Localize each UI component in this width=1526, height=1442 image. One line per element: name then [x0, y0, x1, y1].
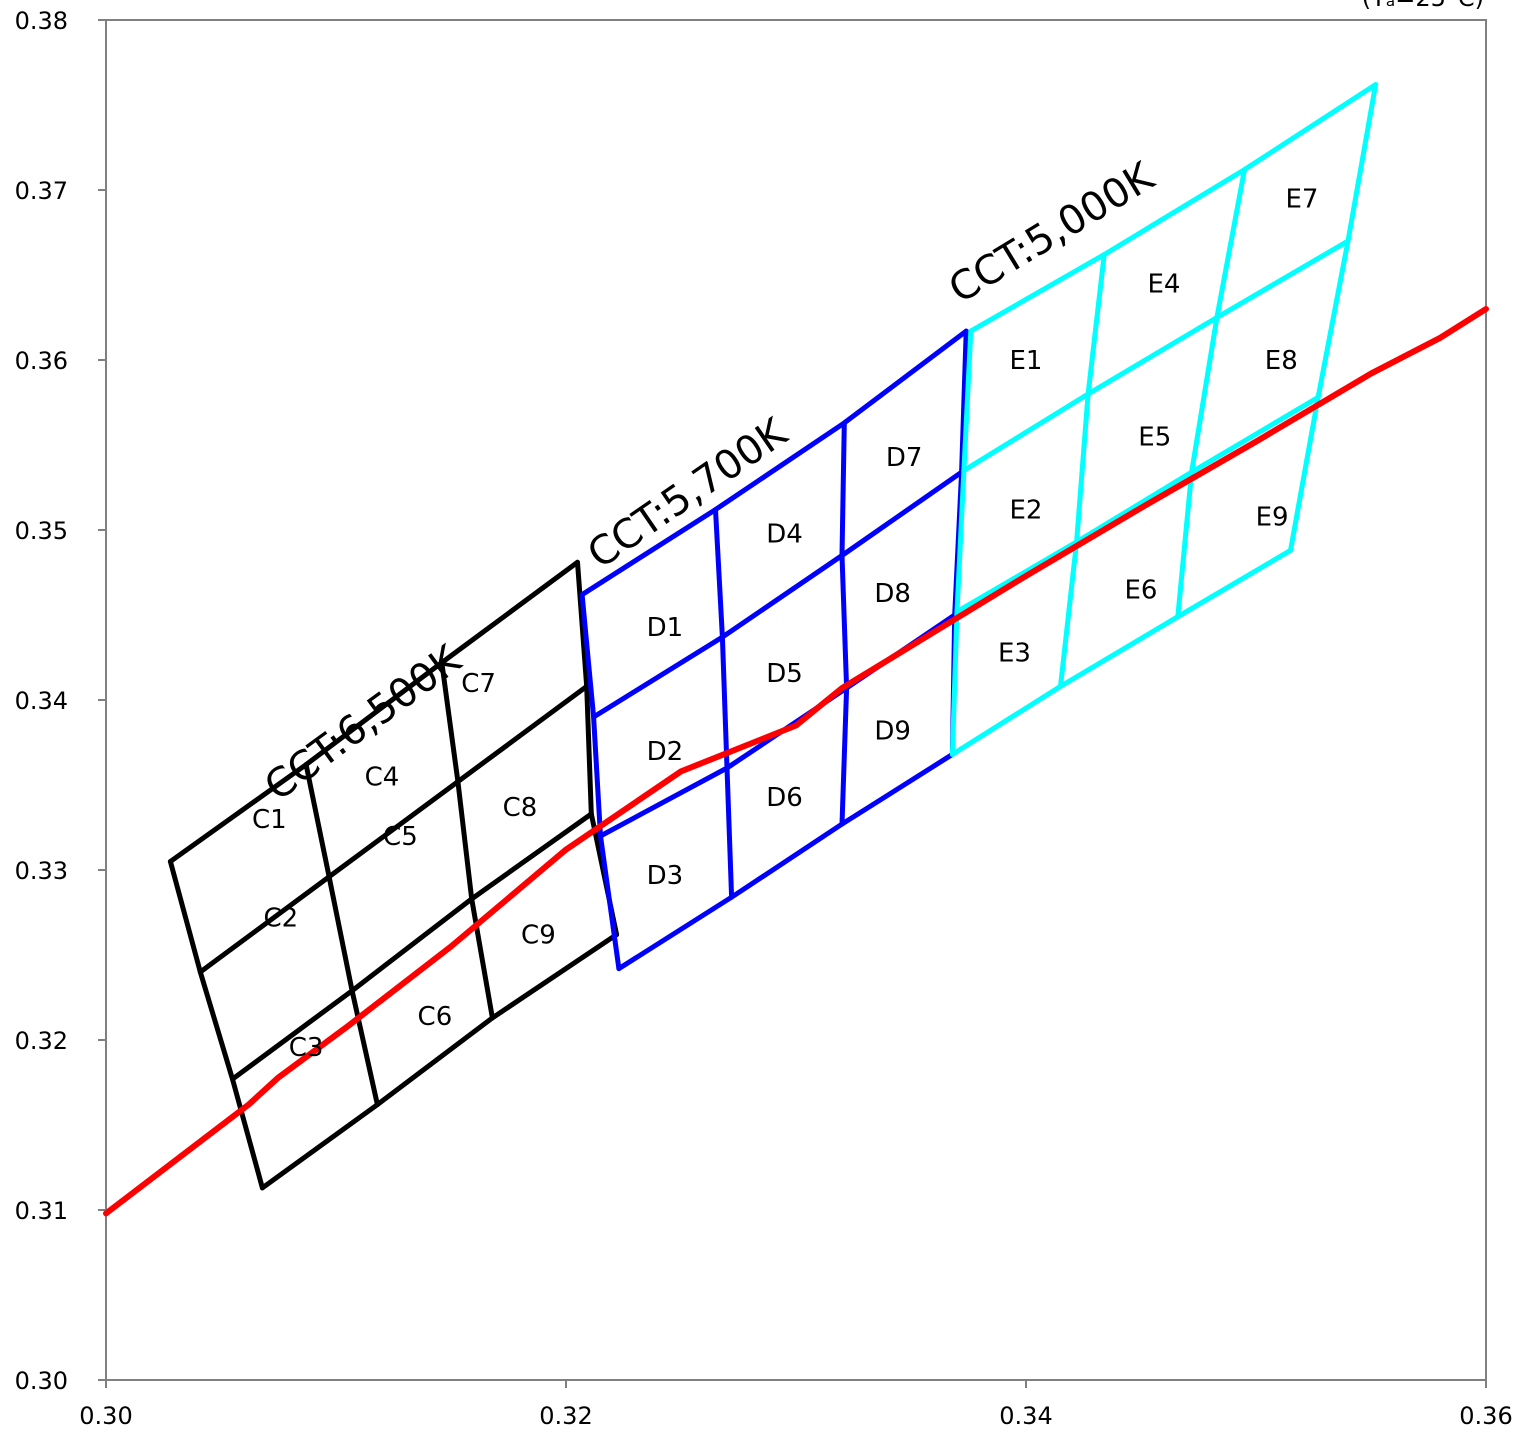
temperature-note: (Tₐ=25°C): [1362, 0, 1484, 12]
y-tick-label: 0.37: [15, 177, 68, 205]
bin-grids: [167, 82, 1379, 1191]
grid-cct-5-000k: [949, 82, 1379, 757]
grid-row-line: [949, 547, 1293, 757]
bin-label-d3: D3: [647, 861, 684, 891]
grid-row-line: [961, 238, 1351, 473]
y-tick-label: 0.31: [15, 1197, 68, 1225]
x-tick-label: 0.36: [1459, 1402, 1512, 1430]
x-tick-label: 0.30: [79, 1402, 132, 1430]
bin-label-e8: E8: [1265, 346, 1298, 376]
bin-label-e5: E5: [1138, 423, 1171, 453]
bin-label-c7: C7: [461, 669, 496, 699]
bin-label-d9: D9: [874, 717, 911, 747]
plot-area: [105, 19, 1487, 1381]
bin-label-c1: C1: [252, 805, 287, 835]
y-tick-label: 0.32: [15, 1027, 68, 1055]
grid-column-line: [839, 420, 850, 827]
grid-row-line: [230, 811, 594, 1082]
bin-label-d2: D2: [647, 737, 684, 767]
grid-column-line: [167, 859, 265, 1191]
bin-label-d5: D5: [766, 659, 803, 689]
bin-label-e9: E9: [1256, 502, 1289, 532]
bin-label-c5: C5: [383, 822, 418, 852]
y-tick-label: 0.34: [15, 687, 68, 715]
bin-label-e4: E4: [1148, 270, 1181, 300]
grid-column-line: [1058, 252, 1107, 689]
bin-label-e1: E1: [1010, 346, 1043, 376]
grid-row-line: [579, 328, 969, 598]
data-series: [103, 306, 1489, 1217]
y-tick-label: 0.38: [15, 7, 68, 35]
grid-row-line: [591, 469, 965, 720]
bin-label-d4: D4: [766, 519, 803, 549]
bin-label-e2: E2: [1010, 496, 1043, 526]
grid-row-line: [616, 751, 955, 972]
grid-column-line: [713, 507, 735, 900]
y-tick-label: 0.30: [15, 1367, 68, 1395]
grid-column-line: [1288, 82, 1379, 553]
bin-label-e7: E7: [1286, 185, 1319, 215]
grid-row-line: [167, 559, 580, 864]
grid-cct-5-700k: [579, 328, 969, 972]
axes: 0.30 0.32 0.34 0.36 0.30 0.31 0.32 0.33 0.34 0.35…: [15, 7, 1513, 1430]
bin-label-d1: D1: [647, 613, 684, 643]
bin-label-c9: C9: [521, 921, 556, 951]
y-tick-label: 0.33: [15, 857, 68, 885]
bin-label-d7: D7: [886, 443, 923, 473]
bin-label-c8: C8: [503, 793, 538, 823]
bin-label-c6: C6: [418, 1002, 453, 1032]
bin-label-c4: C4: [365, 763, 400, 793]
grid-row-line: [259, 932, 620, 1191]
grid-column-line: [439, 660, 495, 1021]
grid-row-line: [954, 394, 1321, 615]
bin-label-e3: E3: [998, 638, 1031, 668]
grid-column-line: [579, 592, 622, 972]
bin-label-d8: D8: [874, 579, 911, 609]
grid-row-line: [968, 82, 1379, 334]
bin-label-d6: D6: [766, 783, 803, 813]
x-tick-label: 0.32: [539, 1402, 592, 1430]
grid-column-line: [303, 762, 380, 1108]
y-tick-label: 0.35: [15, 517, 68, 545]
grid-column-line: [949, 328, 974, 757]
bin-label-c3: C3: [289, 1033, 324, 1063]
bin-label-c2: C2: [263, 904, 298, 934]
grid-column-line: [1175, 167, 1247, 620]
y-tick-label: 0.36: [15, 347, 68, 375]
series-line: [103, 306, 1489, 1217]
grid-row-line: [197, 683, 590, 975]
x-tick-label: 0.34: [999, 1402, 1052, 1430]
bin-label-e6: E6: [1125, 576, 1158, 606]
